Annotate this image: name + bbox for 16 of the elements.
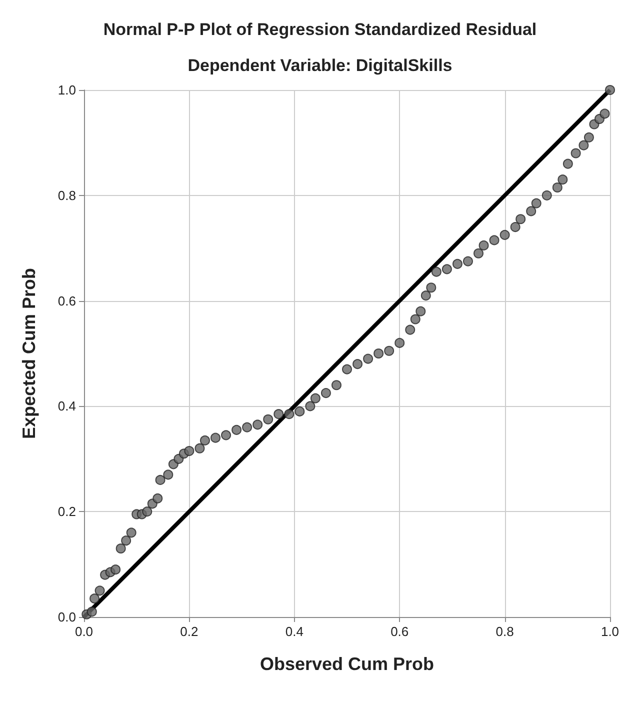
- y-tick-label: 0.8: [58, 188, 76, 203]
- x-tick-label: 0.8: [496, 624, 514, 639]
- y-tick-label: 1.0: [58, 82, 76, 98]
- x-tick-label: 1.0: [600, 624, 620, 639]
- y-tick-label: 0.6: [58, 293, 76, 308]
- chart-subtitle: Dependent Variable: DigitalSkills: [188, 56, 452, 75]
- y-tick-label: 0.4: [58, 398, 76, 414]
- y-tick-label: 0.0: [58, 610, 76, 624]
- x-tick-label: 0.6: [390, 624, 409, 639]
- y-tick-label: 0.2: [58, 504, 76, 520]
- chart-title: Normal P-P Plot of Regression Standardized Residual: [103, 20, 537, 39]
- x-tick-label: 0.2: [180, 624, 198, 639]
- x-axis-title: Observed Cum Prob: [260, 654, 434, 674]
- x-tick-label: 0.0: [74, 624, 94, 639]
- x-tick-label: 0.4: [285, 624, 304, 639]
- y-axis-title: Expected Cum Prob: [19, 268, 39, 440]
